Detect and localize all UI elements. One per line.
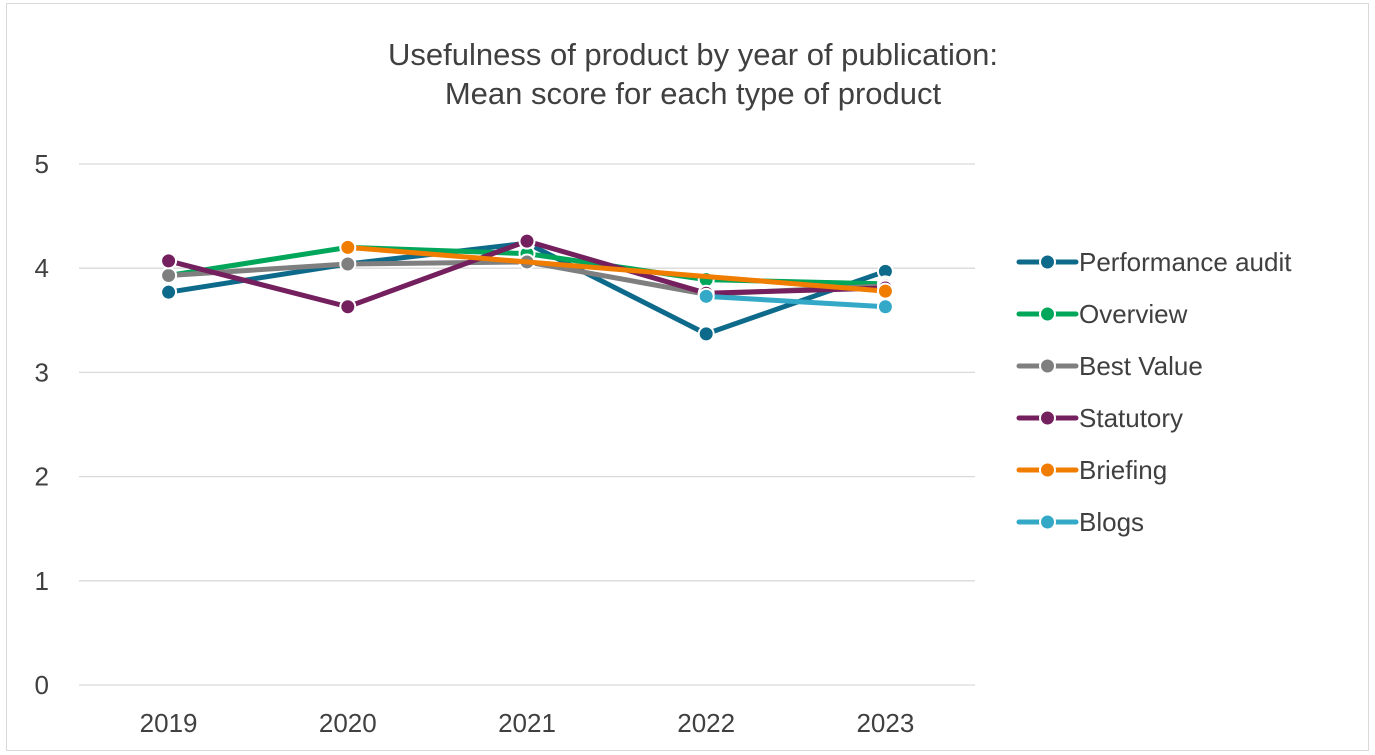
legend-label: Performance audit xyxy=(1079,247,1292,277)
data-point xyxy=(160,252,178,270)
data-point xyxy=(160,266,178,284)
y-tick-label: 2 xyxy=(35,462,49,492)
y-tick-label: 5 xyxy=(35,149,49,179)
legend-label: Briefing xyxy=(1079,455,1167,485)
data-point xyxy=(160,283,178,301)
x-tick-label: 2019 xyxy=(140,708,198,738)
y-tick-label: 1 xyxy=(35,566,49,596)
legend-label: Blogs xyxy=(1079,507,1144,537)
y-axis-tick-labels: 0 1 2 3 4 5 xyxy=(35,149,49,700)
legend-item: Performance audit xyxy=(1016,247,1292,277)
series-blogs xyxy=(697,287,894,316)
data-point xyxy=(876,282,894,300)
chart-title-line-1: Usefulness of product by year of publica… xyxy=(388,37,998,72)
legend-label: Best Value xyxy=(1079,351,1203,381)
legend-swatch-marker xyxy=(1039,409,1056,427)
y-tick-label: 3 xyxy=(35,357,49,387)
legend-swatch-marker xyxy=(1039,253,1056,271)
data-point xyxy=(518,232,536,250)
legend-item: Blogs xyxy=(1016,507,1144,537)
legend-label: Overview xyxy=(1079,299,1188,329)
legend-swatch-marker xyxy=(1039,305,1056,323)
x-tick-label: 2022 xyxy=(677,708,735,738)
legend-item: Best Value xyxy=(1016,351,1203,381)
series-lines xyxy=(160,232,894,343)
legend-item: Briefing xyxy=(1016,455,1167,485)
data-point xyxy=(697,325,715,343)
chart-frame: Usefulness of product by year of publica… xyxy=(6,3,1369,751)
legend-item: Statutory xyxy=(1016,403,1183,433)
data-point xyxy=(339,255,357,273)
legend-label: Statutory xyxy=(1079,403,1183,433)
legend-item: Overview xyxy=(1016,299,1188,329)
x-tick-label: 2020 xyxy=(319,708,377,738)
x-tick-label: 2021 xyxy=(498,708,556,738)
legend: Performance audit Overview Best Value Statu… xyxy=(1016,247,1292,537)
legend-swatch-marker xyxy=(1039,357,1056,375)
line-chart: Usefulness of product by year of publica… xyxy=(35,37,1293,738)
data-point xyxy=(697,287,715,305)
x-axis-tick-labels: 2019 2020 2021 2022 2023 xyxy=(140,708,915,738)
y-tick-label: 0 xyxy=(35,670,49,700)
data-point xyxy=(339,238,357,256)
data-point xyxy=(339,298,357,316)
y-tick-label: 4 xyxy=(35,253,49,283)
series-line xyxy=(345,244,888,294)
x-tick-label: 2023 xyxy=(856,708,914,738)
series-line xyxy=(703,293,888,310)
chart-title: Usefulness of product by year of publica… xyxy=(388,37,998,111)
legend-swatch-marker xyxy=(1039,513,1056,531)
legend-swatch-marker xyxy=(1039,461,1056,479)
data-point xyxy=(876,298,894,316)
chart-title-line-2: Mean score for each type of product xyxy=(445,76,942,111)
